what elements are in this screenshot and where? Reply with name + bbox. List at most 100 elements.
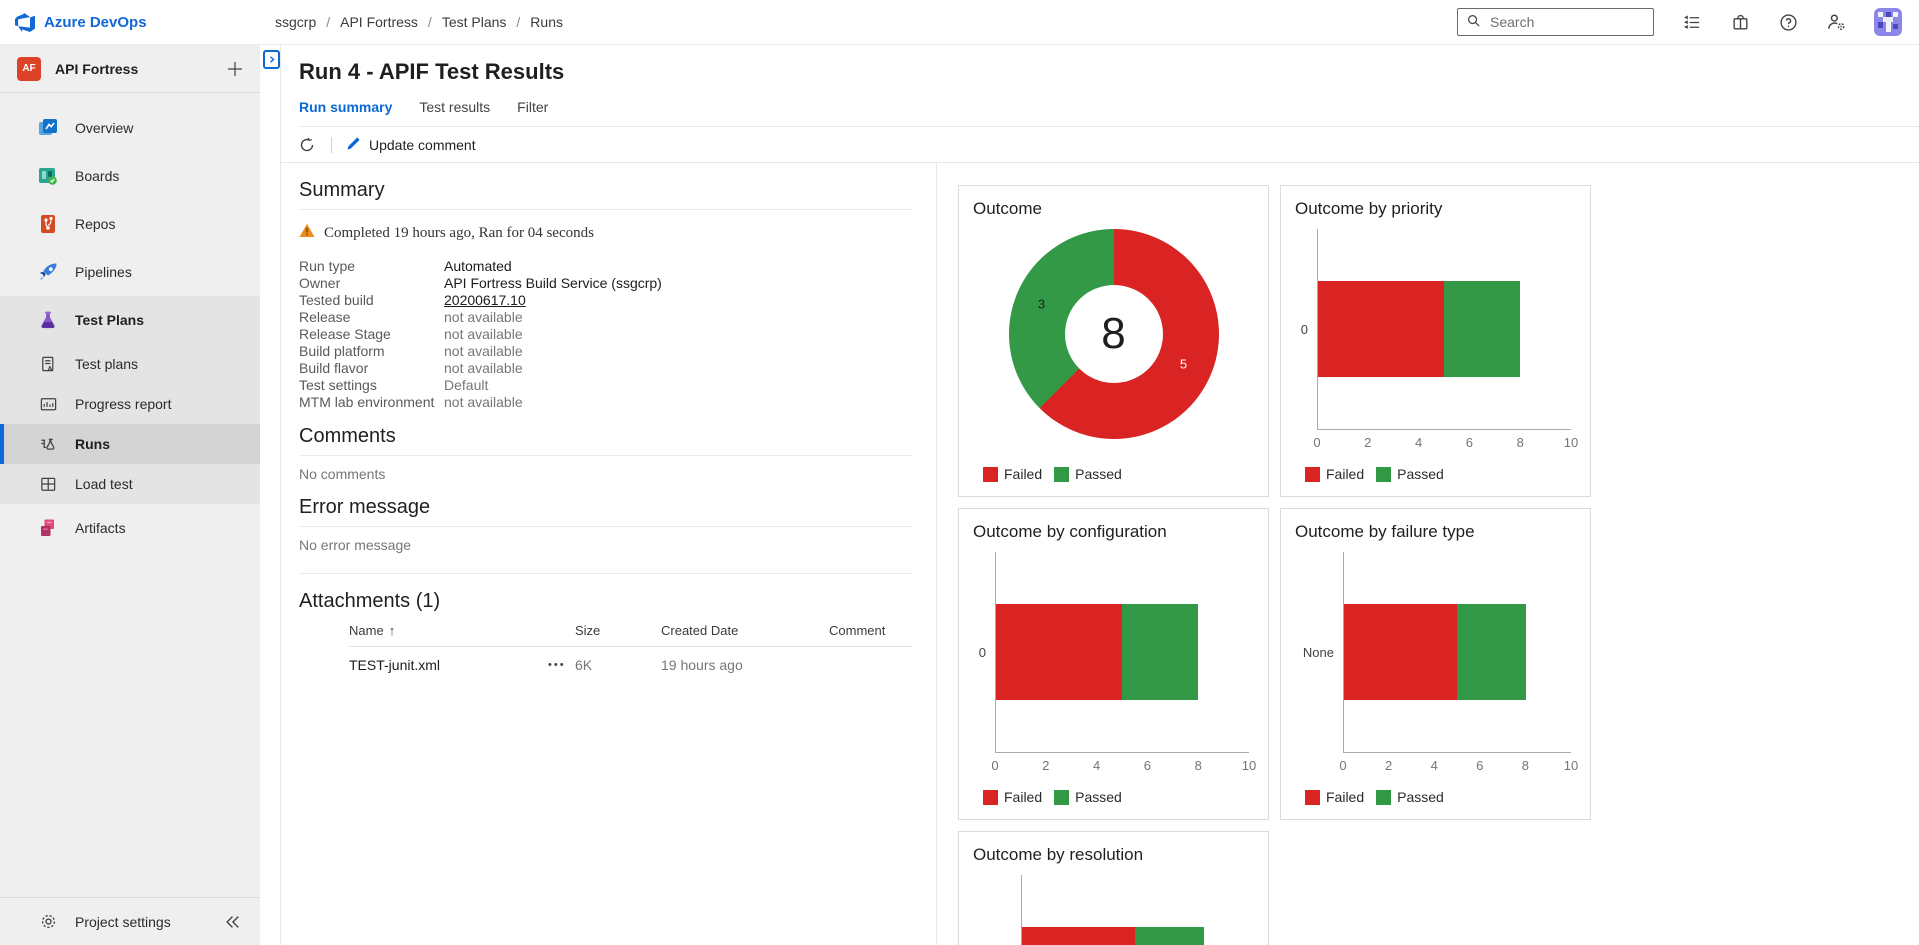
sidebar-item-pipelines[interactable]: Pipelines (0, 248, 260, 296)
field-label: Test settings (299, 377, 377, 393)
category-label: 0 (978, 645, 986, 660)
plot-area (1317, 229, 1571, 430)
sidebar-item-runs[interactable]: Runs (0, 424, 260, 464)
test-plans-icon (38, 310, 58, 330)
breadcrumb-project[interactable]: API Fortress (340, 14, 418, 30)
chart-legend: Failed Passed (1305, 466, 1444, 482)
sidebar-footer-divider (0, 897, 260, 898)
column-spacer (548, 623, 575, 638)
x-axis-ticks: 0 2 4 6 8 10 (1313, 435, 1578, 455)
tested-build-link[interactable]: 20200617.10 (444, 292, 526, 308)
marketplace-bag-icon[interactable] (1730, 12, 1750, 32)
failed-swatch (983, 789, 998, 805)
project-settings-button[interactable]: Project settings (0, 898, 260, 945)
legend-failed-label: Failed (1326, 466, 1365, 482)
sidebar-item-label: Progress report (75, 396, 172, 412)
sidebar-item-label: Test Plans (75, 312, 144, 328)
sidebar-item-label: Test plans (75, 356, 139, 372)
field-run-type: Run type Automated (299, 258, 912, 275)
search-input[interactable] (1488, 13, 1628, 31)
stacked-bar (1022, 927, 1204, 945)
field-value: Default (444, 377, 489, 393)
column-header-name[interactable]: Name ↑ (349, 623, 548, 638)
tab-test-results[interactable]: Test results (419, 99, 491, 115)
refresh-button[interactable] (299, 137, 315, 153)
tick-label: 6 (1465, 435, 1474, 450)
breadcrumb-test-plans[interactable]: Test Plans (441, 14, 507, 30)
failed-swatch (1305, 789, 1320, 805)
azure-devops-home-link[interactable]: Azure DevOps (0, 12, 260, 32)
attachment-row[interactable]: TEST-junit.xml ••• 6K 19 hours ago (349, 647, 912, 683)
breadcrumb-runs[interactable]: Runs (530, 14, 563, 30)
tab-filter[interactable]: Filter (517, 99, 549, 115)
collapse-sidebar-icon[interactable] (220, 910, 244, 934)
run-details-panel: Summary Completed 19 hours ago, Ran for … (281, 163, 937, 945)
plot-area (995, 552, 1249, 753)
help-icon[interactable] (1778, 12, 1798, 32)
pencil-icon (346, 136, 361, 154)
user-avatar[interactable] (1874, 8, 1902, 36)
sidebar-item-load-test[interactable]: Load test (0, 464, 260, 504)
user-settings-icon[interactable] (1826, 12, 1846, 32)
chart-legend: Failed Passed (983, 789, 1122, 805)
update-comment-button[interactable]: Update comment (346, 136, 476, 154)
legend-passed-label: Passed (1075, 466, 1122, 482)
x-axis-ticks: 0 2 4 6 8 10 (1339, 758, 1578, 778)
field-label: Release (299, 309, 351, 325)
field-release: Release not available (299, 309, 912, 326)
sidebar-item-label: Runs (75, 436, 110, 452)
breadcrumb-separator: / (427, 14, 432, 30)
sidebar-item-progress-report[interactable]: Progress report (0, 384, 260, 424)
sidebar-item-test-plans[interactable]: Test plans (0, 344, 260, 384)
tick-label: 8 (1194, 758, 1202, 773)
project-avatar: AF (17, 56, 41, 81)
progress-report-icon (38, 394, 58, 414)
attachment-name-link[interactable]: TEST-junit.xml (349, 657, 441, 673)
tick-label: 0 (1339, 758, 1347, 773)
category-label (973, 875, 1021, 945)
sidebar-item-boards[interactable]: Boards (0, 152, 260, 200)
outcome-by-priority-card: Outcome by priority 0 (1280, 185, 1591, 497)
sidebar-item-artifacts[interactable]: Artifacts (0, 504, 260, 552)
column-header-created-date[interactable]: Created Date (661, 623, 739, 638)
tick-label: 2 (1364, 435, 1372, 450)
more-options-icon[interactable]: ••• (548, 659, 566, 671)
sidebar-item-label: Pipelines (75, 264, 132, 280)
sidebar-item-repos[interactable]: Repos (0, 200, 260, 248)
field-label: Owner (299, 275, 341, 291)
field-owner: Owner API Fortress Build Service (ssgcrp… (299, 275, 912, 292)
column-header-comment[interactable]: Comment (829, 623, 886, 638)
failed-segment (1318, 281, 1445, 377)
overview-icon (38, 118, 58, 138)
category-label: 0 (1300, 322, 1308, 337)
sidebar-item-overview[interactable]: Overview (0, 104, 260, 152)
gear-icon (38, 912, 58, 932)
stacked-bar (996, 604, 1199, 700)
backlog-icon[interactable] (1682, 12, 1702, 32)
tick-label: 4 (1430, 758, 1438, 773)
plus-icon[interactable] (224, 58, 246, 80)
expand-panel-button[interactable] (263, 50, 280, 69)
resolution-bar-chart (973, 875, 1254, 945)
sidebar-item-test-plans-hub[interactable]: Test Plans (0, 296, 260, 344)
summary-fields: Run type Automated Owner API Fortress Bu… (299, 258, 912, 411)
tab-run-summary[interactable]: Run summary (299, 99, 393, 115)
passed-swatch (1054, 466, 1070, 482)
failure-type-bar-chart: None 0 2 (1295, 552, 1578, 778)
boards-icon (38, 166, 58, 186)
run-status-text: Completed 19 hours ago, Ran for 04 secon… (324, 224, 594, 241)
project-switcher[interactable]: AF API Fortress (0, 45, 260, 92)
search-box[interactable] (1457, 8, 1654, 36)
page-title: Run 4 - APIF Test Results (299, 59, 565, 84)
content-left-divider (280, 45, 281, 945)
column-header-size[interactable]: Size (575, 623, 601, 638)
breadcrumb-org[interactable]: ssgcrp (275, 14, 317, 30)
failed-swatch (983, 466, 998, 482)
breadcrumb-separator: / (516, 14, 521, 30)
attachment-size: 6K (575, 657, 593, 673)
donut-total: 8 (1064, 285, 1163, 383)
tick-label: 6 (1476, 758, 1484, 773)
tick-label: 2 (1042, 758, 1050, 773)
sidebar: AF API Fortress Overview Boards Repos (0, 45, 260, 945)
legend-passed-label: Passed (1397, 789, 1444, 805)
